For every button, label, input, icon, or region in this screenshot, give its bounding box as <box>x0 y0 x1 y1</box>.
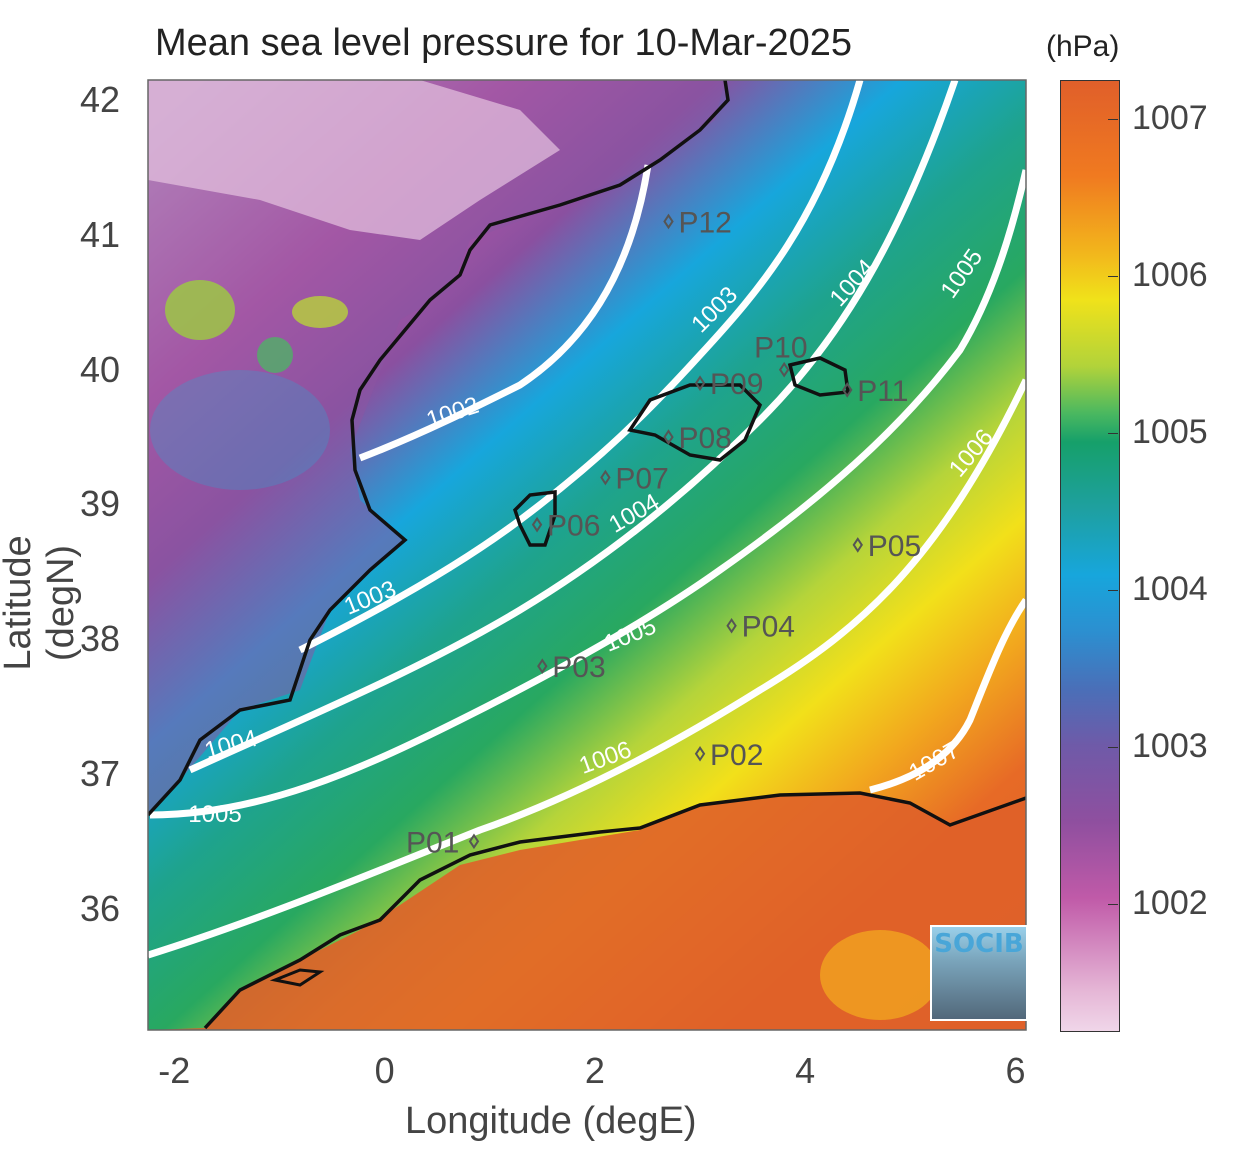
colorbar-tick-label: 1005 <box>1132 413 1208 452</box>
station-label: P07 <box>615 463 668 496</box>
y-tick-label: 40 <box>80 348 121 390</box>
x-tick-label: -2 <box>158 1050 191 1091</box>
map-title: Mean sea level pressure for 10-Mar-2025 <box>155 22 853 64</box>
colorbar-tick-mark <box>1108 119 1118 121</box>
x-tick-label: 2 <box>584 1050 605 1091</box>
station-label: P11 <box>857 375 908 408</box>
station-marker <box>663 213 674 230</box>
colorbar-unit-label: (hPa) <box>1046 30 1120 63</box>
colorbar-tick-mark <box>1108 433 1118 435</box>
x-axis-label: Longitude (degE) <box>405 1100 697 1142</box>
station-marker <box>531 516 543 533</box>
colorbar <box>1060 80 1120 1032</box>
map-field <box>148 80 1026 1030</box>
x-tick-label: 4 <box>795 1050 816 1091</box>
colorbar-tick-label: 1004 <box>1132 570 1208 609</box>
colorbar-tick-label: 1002 <box>1132 884 1208 923</box>
station-marker <box>852 537 863 553</box>
station-marker <box>663 429 674 445</box>
y-tick-label: 42 <box>80 79 121 121</box>
y-axis-label: Latitude (degN) <box>0 535 82 671</box>
x-tick-label: 0 <box>374 1050 395 1091</box>
station-marker <box>842 382 853 398</box>
x-tick-label: 6 <box>1005 1050 1026 1091</box>
station-label: P10 <box>754 332 807 365</box>
y-tick-label: 38 <box>80 618 121 660</box>
station-marker <box>468 833 480 850</box>
contour-label: 1005 <box>188 801 241 828</box>
colorbar-tick-mark <box>1108 747 1118 749</box>
colorbar-tick-mark <box>1108 590 1118 592</box>
station-label: P06 <box>547 510 600 543</box>
station-label: P08 <box>678 422 731 455</box>
colorbar-tick-label: 1007 <box>1132 99 1208 138</box>
station-label: P01 <box>406 826 459 859</box>
station-label: P09 <box>710 368 763 401</box>
y-tick-label: 39 <box>80 483 121 525</box>
y-tick-label: 37 <box>80 752 121 794</box>
station-marker <box>537 658 548 674</box>
y-tick-label: 36 <box>80 887 121 929</box>
colorbar-tick-label: 1003 <box>1132 727 1208 766</box>
station-marker <box>694 375 706 391</box>
station-marker <box>600 469 611 486</box>
station-label: P04 <box>742 611 795 644</box>
colorbar-tick-mark <box>1108 904 1118 906</box>
station-label: P03 <box>552 651 605 684</box>
station-label: P12 <box>678 206 731 239</box>
y-tick-label: 41 <box>80 213 121 255</box>
station-marker <box>778 361 790 378</box>
contour-labels: 1002100310031004100410041005100510051006… <box>188 244 998 828</box>
station-label: P05 <box>868 530 921 563</box>
colorbar-tick-label: 1006 <box>1132 256 1208 295</box>
colorbar-tick-mark <box>1108 276 1118 278</box>
socib-logo-text: SOCIB <box>934 929 1024 959</box>
station-label: P02 <box>710 739 763 772</box>
station-marker <box>726 617 737 634</box>
station-marker <box>694 745 706 762</box>
socib-logo: SOCIB <box>930 925 1028 1021</box>
